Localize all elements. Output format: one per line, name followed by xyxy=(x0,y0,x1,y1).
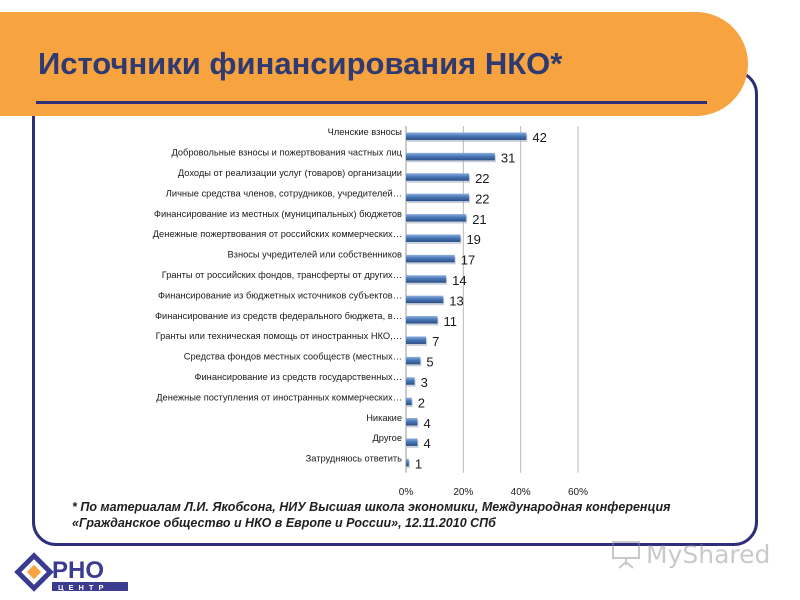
footnote-line-2: «Гражданское общество и НКО в Европе и Р… xyxy=(72,516,496,530)
category-label: Финансирование из местных (муниципальных… xyxy=(154,209,402,219)
bar xyxy=(406,336,427,344)
bar xyxy=(406,458,409,467)
category-label: Другое xyxy=(372,433,402,443)
bar xyxy=(406,254,455,263)
bar xyxy=(406,418,418,426)
bar xyxy=(406,397,412,406)
bar xyxy=(406,173,470,181)
category-label: Добровольные взносы и пожертвования част… xyxy=(171,148,402,158)
logo-text: РНО xyxy=(52,557,104,584)
value-label: 31 xyxy=(501,151,515,166)
category-label: Денежные поступления от иностранных комм… xyxy=(156,392,402,402)
slide-frame xyxy=(32,70,758,546)
source-footnote: * По материалам Л.И. Якобсона, НИУ Высша… xyxy=(72,499,732,531)
bar xyxy=(406,295,444,304)
value-label: 3 xyxy=(421,375,428,390)
bar xyxy=(406,316,438,324)
bars xyxy=(406,132,528,469)
bar-chart: Членские взносы Добровольные взносы и пож… xyxy=(153,126,588,498)
value-label: 11 xyxy=(444,314,458,329)
value-label: 7 xyxy=(432,334,439,349)
x-tick-label: 0% xyxy=(399,487,414,498)
value-label: 42 xyxy=(532,130,546,145)
x-tick-label: 60% xyxy=(568,487,588,498)
watermark: MyShared xyxy=(610,538,770,572)
category-label: Затрудняюсь ответить xyxy=(306,454,403,464)
logo-subtext: ЦЕНТР xyxy=(58,583,108,592)
category-label: Финансирование из бюджетных источников с… xyxy=(158,290,402,300)
footnote-line-1: * По материалам Л.И. Якобсона, НИУ Высша… xyxy=(72,500,671,514)
value-label: 19 xyxy=(466,232,480,247)
x-tick-label: 20% xyxy=(453,487,473,498)
category-labels: Членские взносы Добровольные взносы и пож… xyxy=(153,127,403,463)
category-label: Доходы от реализации услуг (товаров) орг… xyxy=(178,168,402,178)
bar xyxy=(406,132,527,140)
bar xyxy=(406,377,415,385)
value-label: 4 xyxy=(423,436,430,451)
presentation-icon xyxy=(612,541,640,569)
x-tick-label: 40% xyxy=(511,487,531,498)
bar xyxy=(406,438,418,446)
value-label: 17 xyxy=(461,253,475,268)
rno-center-logo: РНО ЦЕНТР xyxy=(14,552,128,592)
bar xyxy=(406,152,495,161)
logo-mark-icon xyxy=(14,552,54,592)
bar xyxy=(406,275,447,283)
value-label: 5 xyxy=(426,355,433,370)
value-label: 13 xyxy=(449,293,463,308)
value-label: 14 xyxy=(452,273,466,288)
category-label: Денежные пожертвования от российских ком… xyxy=(153,229,402,239)
value-label: 2 xyxy=(418,395,425,410)
category-label: Средства фондов местных сообществ (местн… xyxy=(184,352,402,362)
category-label: Финансирование из средств государственны… xyxy=(194,372,402,382)
value-label: 22 xyxy=(475,171,489,186)
gridlines xyxy=(405,126,579,473)
x-axis-ticks: 0% 20% 40% 60% xyxy=(399,487,588,498)
bar xyxy=(406,234,461,242)
bar xyxy=(406,193,470,202)
category-label: Взносы учредителей или собственников xyxy=(227,250,402,260)
bar xyxy=(406,356,421,365)
category-label: Финансирование из средств федерального б… xyxy=(155,311,402,321)
value-label: 1 xyxy=(415,457,422,472)
category-label: Гранты от российских фондов, трансферты … xyxy=(162,270,402,280)
category-label: Личные средства членов, сотрудников, учр… xyxy=(166,188,402,198)
value-label: 4 xyxy=(423,416,430,431)
category-label: Членские взносы xyxy=(328,127,403,137)
title-banner: Источники финансирования НКО* xyxy=(0,12,748,116)
slide-title: Источники финансирования НКО* xyxy=(38,46,563,81)
category-label: Гранты или техническая помощь от иностра… xyxy=(156,331,402,341)
value-label: 22 xyxy=(475,191,489,206)
watermark-text: MyShared xyxy=(646,540,771,569)
category-label: Никакие xyxy=(366,413,402,423)
value-label: 21 xyxy=(472,212,486,227)
title-underline xyxy=(36,101,707,104)
bar xyxy=(406,214,467,222)
